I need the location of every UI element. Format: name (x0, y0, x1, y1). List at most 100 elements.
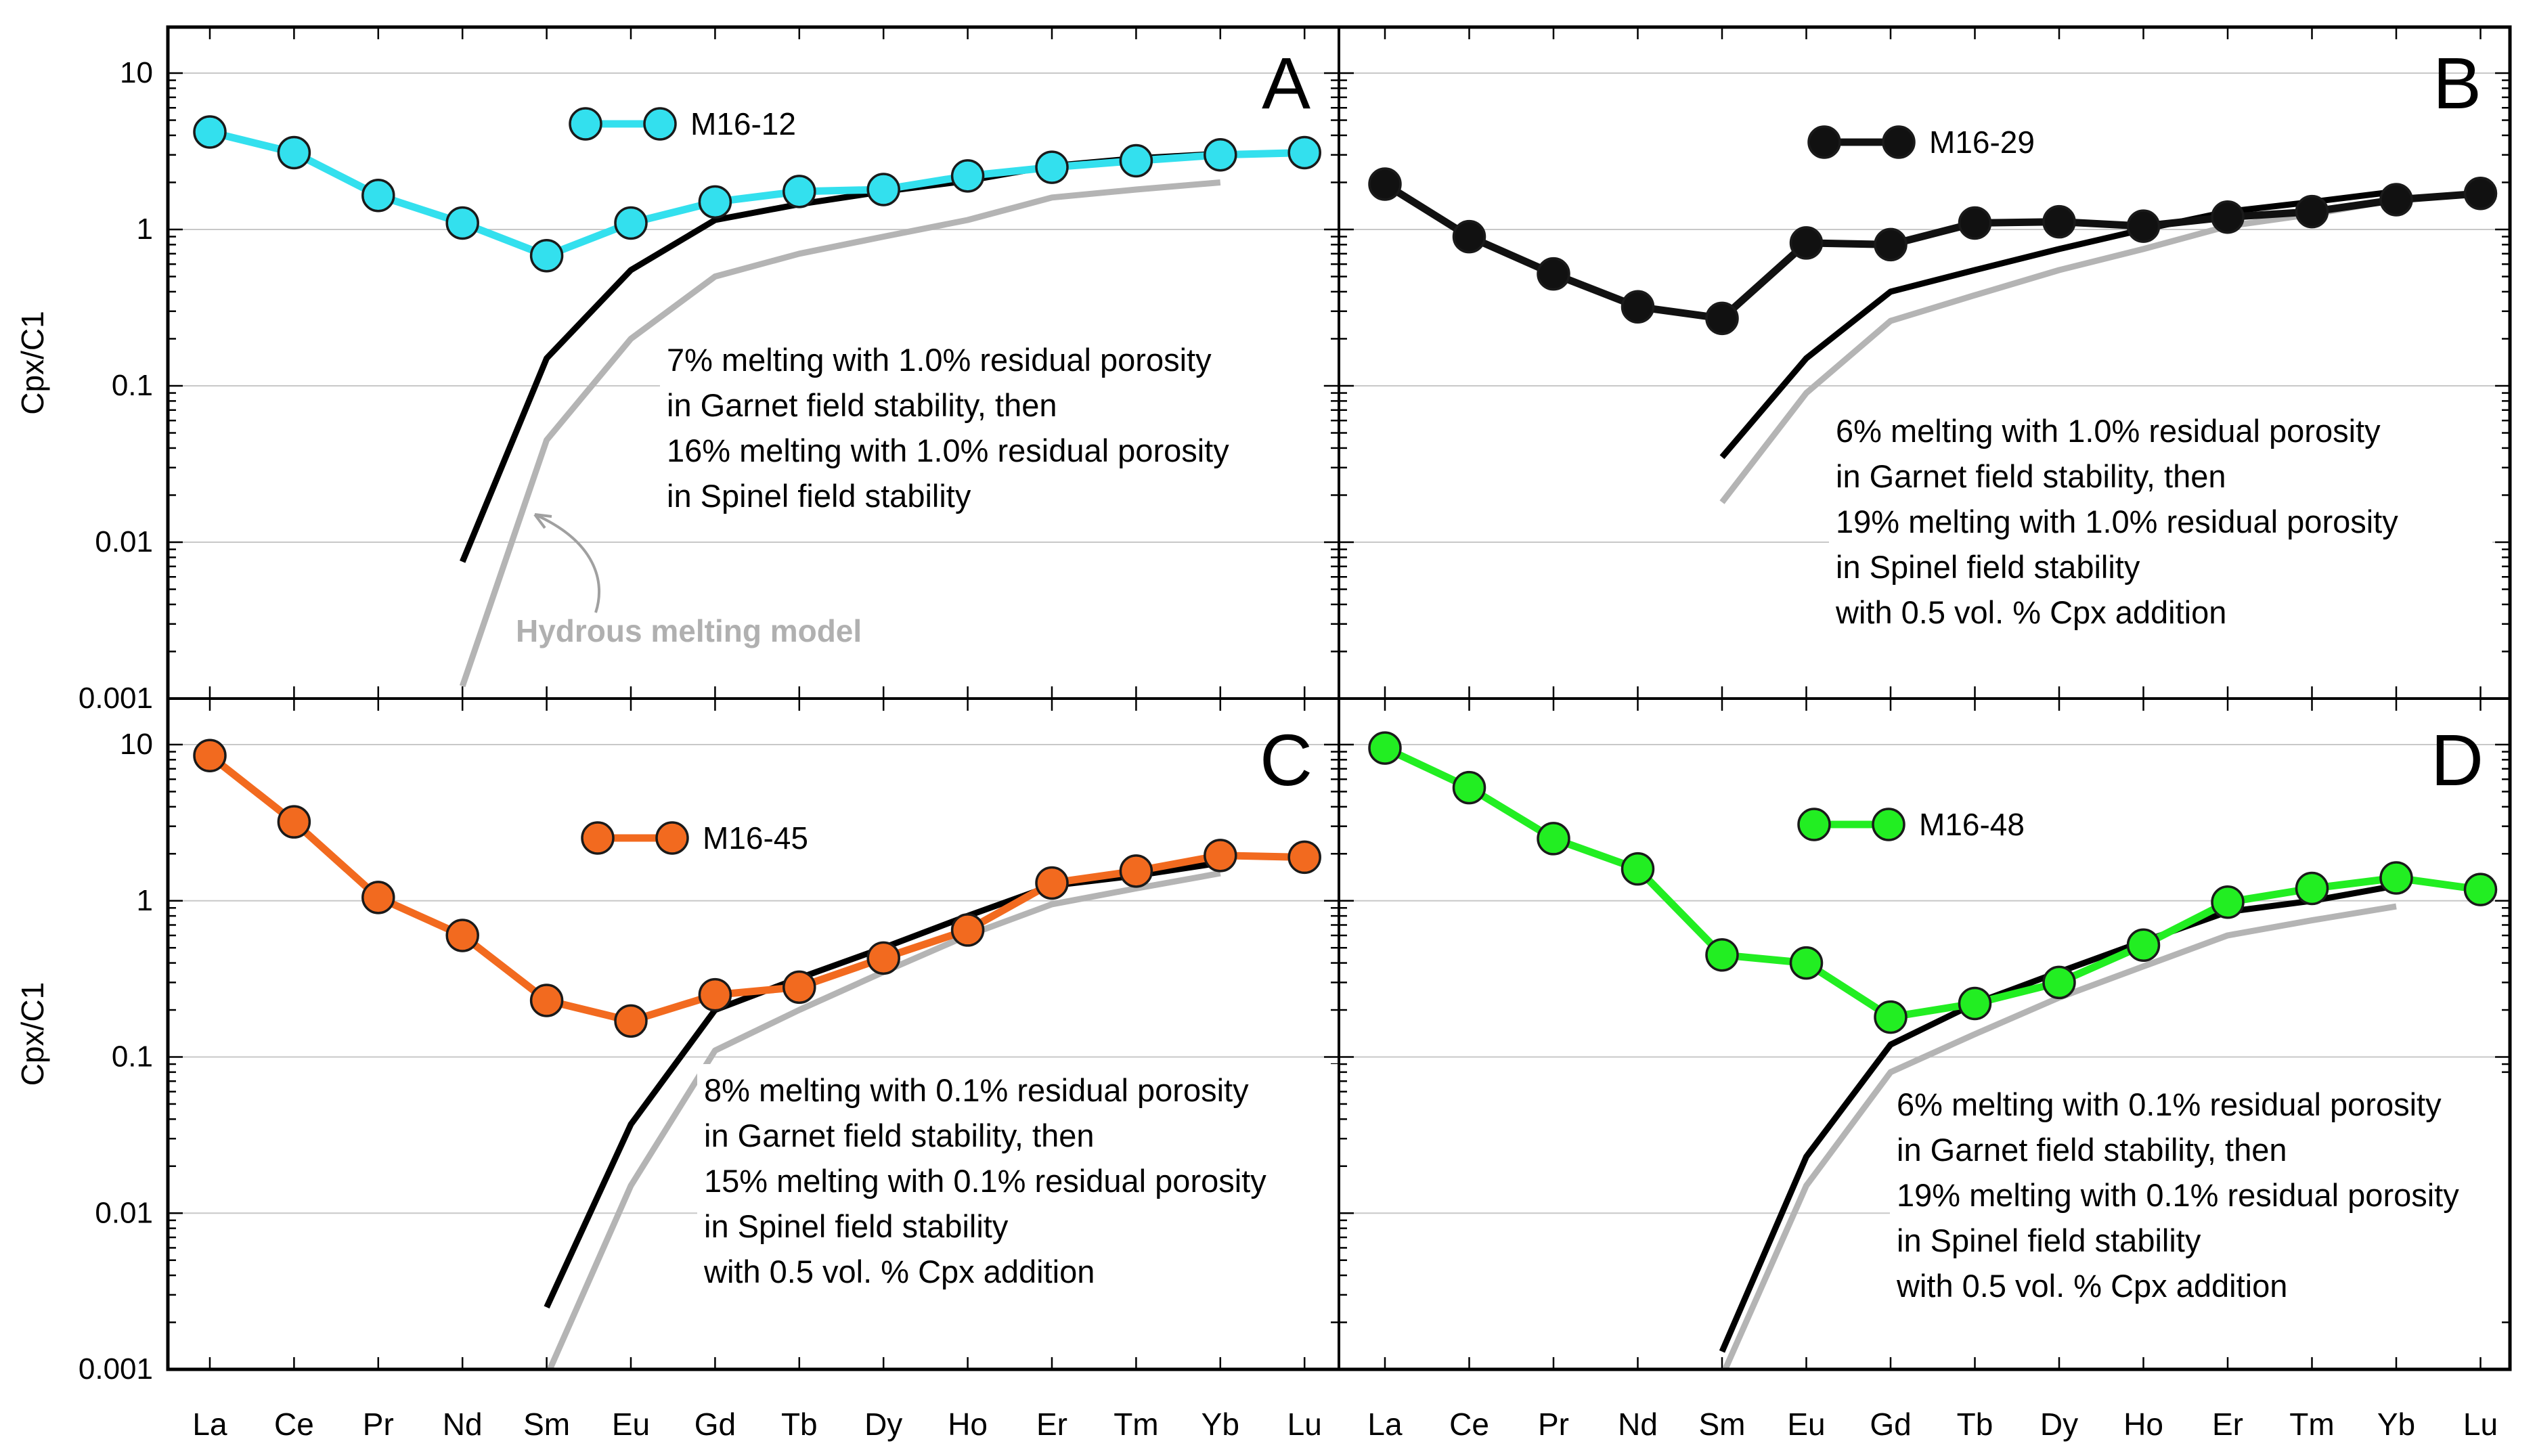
data-point-la (1368, 731, 1402, 765)
x-tick-label-pr: Pr (1538, 1407, 1569, 1442)
data-point-yb (1204, 138, 1237, 172)
legend-marker (655, 821, 689, 855)
legend-marker (643, 107, 677, 141)
y-tick-label: 0.1 (112, 1040, 153, 1074)
data-point-tb (1958, 986, 1992, 1021)
x-tick-label-tb: Tb (1957, 1407, 1993, 1442)
annotation-line: 19% melting with 1.0% residual porosity (1836, 504, 2398, 539)
y-tick-label: 0.01 (95, 1196, 153, 1229)
data-point-tb (782, 970, 816, 1005)
y-tick-label: 1 (137, 213, 153, 246)
data-point-gd (1874, 1000, 1908, 1034)
data-point-ce (1452, 219, 1486, 254)
x-tick-label-ho: Ho (948, 1407, 988, 1442)
data-point-dy (866, 173, 900, 206)
x-tick-label-ce: Ce (274, 1407, 314, 1442)
callout-label: Hydrous melting model (516, 613, 862, 648)
data-point-pr (1537, 822, 1570, 856)
data-point-la (193, 115, 227, 149)
data-point-dy (866, 941, 900, 975)
panel-C: 10 1 0.1 0.01 0.001 Cpx/C1 La Ce Pr Nd Sm Eu Gd Tb Dy H… (15, 699, 1361, 1442)
data-point-nd (1621, 852, 1655, 886)
x-tick-label-eu: Eu (612, 1407, 650, 1442)
data-point-tm (1119, 144, 1153, 178)
annotation-line: in Garnet field stability, then (667, 387, 1057, 423)
data-point-sm (529, 238, 564, 273)
x-tick-label-er: Er (2212, 1407, 2243, 1442)
panel-label: B (2433, 42, 2482, 124)
legend-label: M16-12 (690, 106, 796, 141)
legend-marker (1872, 808, 1905, 841)
data-point-er (1035, 150, 1069, 184)
x-tick-label-tb: Tb (781, 1407, 818, 1442)
data-point-gd (698, 185, 732, 219)
data-point-tb (1958, 206, 1992, 240)
y-tick-label: 0.1 (112, 369, 153, 402)
x-tick-label-nd: Nd (1618, 1407, 1658, 1442)
annotation-backing (660, 334, 1323, 522)
x-tick-label-tm: Tm (2289, 1407, 2334, 1442)
y-tick-label: 0.01 (95, 525, 153, 558)
data-point-er (1035, 866, 1069, 900)
data-point-la (1368, 167, 1402, 201)
x-tick-label-lu: Lu (2463, 1407, 2498, 1442)
x-tick-label-la: La (192, 1407, 227, 1442)
annotation-line: in Spinel field stability (704, 1208, 1009, 1244)
x-tick-label-gd: Gd (1870, 1407, 1911, 1442)
y-tick-label: 10 (120, 728, 153, 761)
data-point-eu (1789, 946, 1824, 980)
x-tick-label-eu: Eu (1787, 1407, 1825, 1442)
data-point-eu (614, 1004, 648, 1038)
annotation-line: 8% melting with 0.1% residual porosity (704, 1072, 1249, 1108)
annotation-line: 6% melting with 0.1% residual porosity (1897, 1086, 2442, 1122)
annotation-backing (1829, 405, 2492, 638)
data-point-ho (2126, 209, 2161, 243)
callout-arrow (534, 513, 601, 613)
panel-B: M16-29 B 6% melting with 1.0% residual por… (1339, 27, 2510, 700)
data-point-nd (1621, 290, 1655, 324)
annotation-line: 6% melting with 1.0% residual porosity (1836, 413, 2381, 449)
data-point-sm (1705, 938, 1739, 972)
y-axis-label: Cpx/C1 (15, 982, 50, 1086)
x-tick-label-nd: Nd (443, 1407, 483, 1442)
annotation-line: with 0.5 vol. % Cpx addition (703, 1254, 1095, 1289)
y-tick-label: 0.001 (79, 682, 153, 715)
x-tick-label-tm: Tm (1114, 1407, 1158, 1442)
data-point-ce (1452, 770, 1486, 805)
annotation-line: with 0.5 vol. % Cpx addition (1835, 594, 2226, 630)
data-point-nd (445, 919, 479, 952)
data-point-yb (1204, 839, 1237, 873)
panel-A: 10 1 0.1 0.01 0.001 Cpx/C1 M16-12 A 7% melting w… (15, 27, 1339, 715)
data-point-la (193, 738, 227, 773)
x-tick-label-dy: Dy (864, 1407, 902, 1442)
legend-marker (1807, 125, 1841, 159)
data-point-lu (1287, 135, 1321, 170)
data-point-er (2211, 200, 2245, 234)
hydrous-model-series-line (459, 179, 1221, 688)
annotation-line: with 0.5 vol. % Cpx addition (1896, 1268, 2287, 1304)
annotation-line: in Garnet field stability, then (1836, 458, 2226, 494)
annotation-line: in Spinel field stability (667, 478, 971, 514)
data-point-ce (277, 805, 311, 839)
data-point-dy (2042, 965, 2076, 1000)
model-series-line (1719, 188, 2397, 460)
x-tick-label-gd: Gd (695, 1407, 736, 1442)
data-point-lu (1287, 840, 1321, 875)
annotation-line: 15% melting with 0.1% residual porosity (704, 1163, 1266, 1199)
annotation-line: in Spinel field stability (1836, 549, 2140, 585)
panels-layer: 10 1 0.1 0.01 0.001 Cpx/C1 M16-12 A 7% melting w… (15, 27, 2535, 1442)
data-point-nd (445, 206, 479, 240)
annotation-line: 19% melting with 0.1% residual porosity (1897, 1177, 2459, 1213)
x-tick-label-er: Er (1036, 1407, 1067, 1442)
x-tick-label-yb: Yb (2377, 1407, 2415, 1442)
data-point-tm (2295, 194, 2329, 229)
annotation-line: in Spinel field stability (1897, 1222, 2201, 1258)
data-point-ho (2126, 928, 2161, 963)
annotation-line: 16% melting with 1.0% residual porosity (667, 433, 1229, 468)
callout-arrowhead (533, 513, 552, 529)
panel-label: C (1260, 719, 1313, 801)
annotation-backing (697, 1064, 1361, 1298)
data-point-yb (2379, 861, 2413, 895)
data-point-sm (529, 984, 564, 1017)
y-axis-label: Cpx/C1 (15, 311, 50, 414)
